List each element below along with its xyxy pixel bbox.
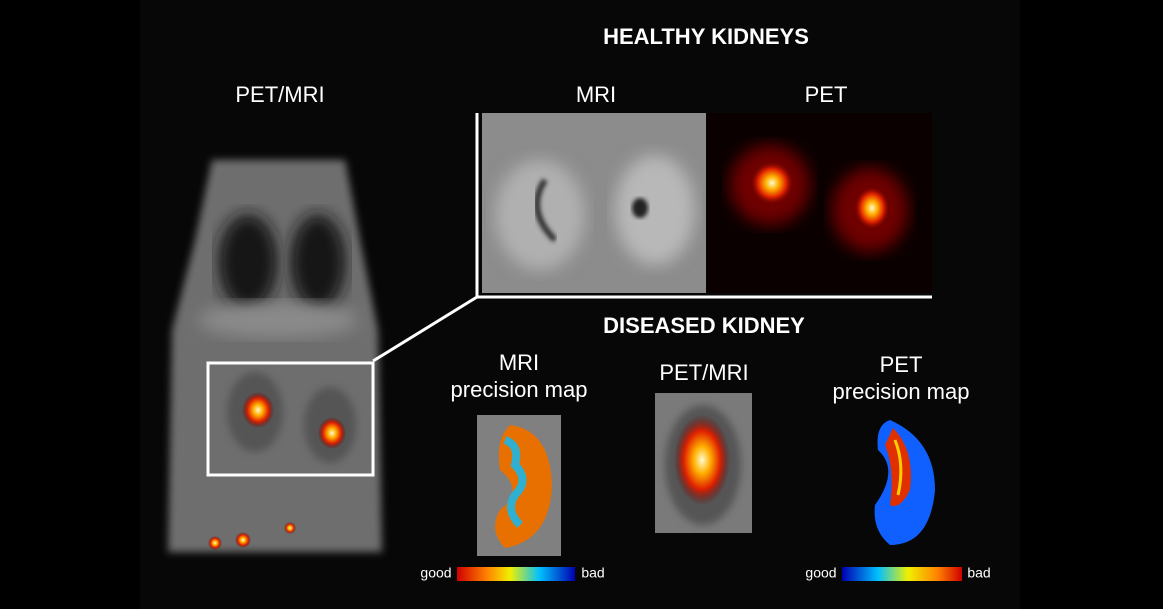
scale-high-label: bad	[581, 565, 604, 581]
diseased-title: DISEASED KIDNEY	[603, 313, 805, 338]
pet-map-label-2: precision map	[833, 379, 970, 404]
mri-precision-map	[477, 415, 561, 556]
petmri-label: PET/MRI	[659, 360, 748, 385]
pet-map-label-1: PET	[880, 352, 923, 377]
scale-low-label: good	[805, 565, 836, 581]
pet-precision-map	[874, 420, 935, 545]
colorbar-left	[457, 567, 575, 581]
mri-map-label-1: MRI	[499, 350, 539, 375]
scale-high-label: bad	[967, 565, 990, 581]
healthy-frame	[475, 113, 932, 299]
healthy-mri-label: MRI	[576, 82, 616, 107]
healthy-pet-image	[707, 113, 932, 293]
healthy-mri-image	[482, 113, 706, 293]
healthy-title: HEALTHY KIDNEYS	[603, 24, 809, 49]
petmri-image	[655, 393, 752, 533]
healthy-pet-label: PET	[805, 82, 848, 107]
body-image	[168, 160, 478, 552]
left-label: PET/MRI	[235, 82, 324, 107]
colorbar-right	[842, 567, 962, 581]
scale-low-label: good	[420, 565, 451, 581]
mri-map-label-2: precision map	[451, 377, 588, 402]
